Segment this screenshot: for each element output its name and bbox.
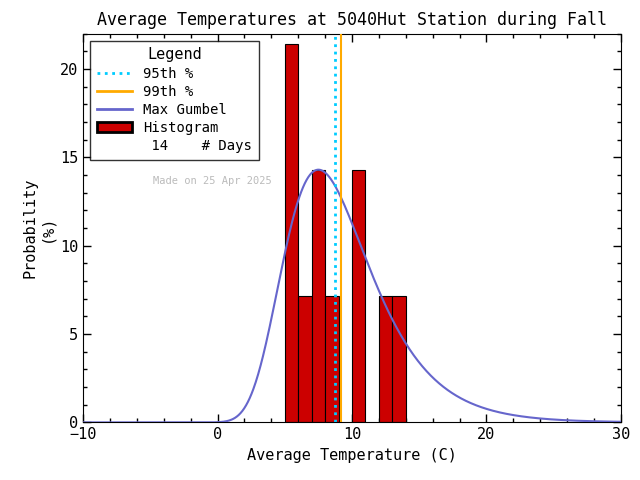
Y-axis label: Probability
(%): Probability (%) <box>22 178 54 278</box>
Text: Made on 25 Apr 2025: Made on 25 Apr 2025 <box>153 176 272 185</box>
Legend: 95th %, 99th %, Max Gumbel, Histogram,  14    # Days: 95th %, 99th %, Max Gumbel, Histogram, 1… <box>90 40 259 160</box>
Bar <box>285 44 298 422</box>
Bar <box>392 296 406 422</box>
Bar <box>379 296 392 422</box>
Bar <box>325 296 339 422</box>
Title: Average Temperatures at 5040Hut Station during Fall: Average Temperatures at 5040Hut Station … <box>97 11 607 29</box>
X-axis label: Average Temperature (C): Average Temperature (C) <box>247 448 457 463</box>
Bar <box>298 296 312 422</box>
Bar <box>312 170 325 422</box>
Bar <box>352 170 365 422</box>
